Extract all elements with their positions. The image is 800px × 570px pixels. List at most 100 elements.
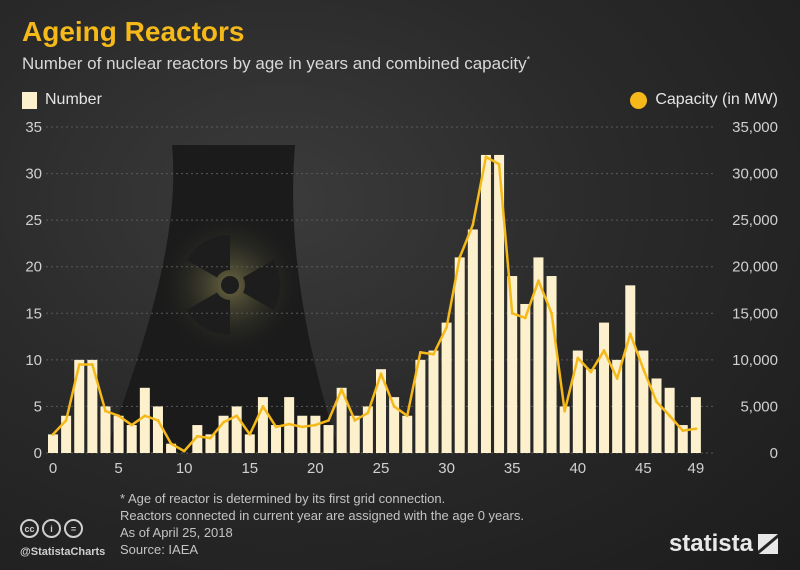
bar (61, 415, 72, 453)
capacity-point (642, 367, 645, 371)
source-text: Source: IAEA (120, 542, 199, 557)
x-tick-label: 49 (688, 460, 705, 477)
y-tick-label-right: 20,000 (732, 259, 778, 276)
radiation-icon (186, 235, 280, 335)
x-tick-label: 10 (176, 460, 193, 477)
subtitle-text: Number of nuclear reactors by age in yea… (22, 54, 527, 73)
bar (389, 397, 400, 453)
x-tick-label: 5 (114, 460, 122, 477)
footnote-line: As of April 25, 2018 (120, 525, 233, 540)
y-tick-label-right: 35,000 (732, 119, 778, 136)
x-tick-label: 25 (373, 460, 390, 477)
y-tick-label-right: 15,000 (732, 305, 778, 322)
capacity-point (366, 411, 370, 415)
capacity-point (287, 422, 291, 426)
x-tick-label: 0 (49, 460, 57, 477)
capacity-point (655, 400, 658, 404)
capacity-point (300, 425, 304, 429)
bar (271, 425, 282, 453)
capacity-point (353, 419, 357, 422)
bar (415, 359, 426, 453)
capacity-point (550, 311, 553, 315)
noderivs-icon: = (64, 519, 83, 538)
line-series (51, 155, 698, 453)
capacity-point (563, 409, 567, 413)
capacity-point (248, 432, 252, 436)
bar (494, 154, 505, 453)
cc-icon: cc (20, 519, 39, 538)
bar (48, 434, 58, 453)
capacity-point (169, 442, 173, 446)
bar (139, 387, 150, 453)
bar (192, 425, 203, 453)
capacity-point (64, 419, 68, 422)
social-handle: @StatistaCharts (20, 546, 106, 558)
chart-title: Ageing Reactors (22, 16, 245, 47)
bar (113, 415, 124, 453)
x-tick-label: 35 (504, 460, 521, 477)
legend-number-swatch (22, 91, 37, 109)
y-tick-label-right: 10,000 (732, 352, 778, 369)
capacity-point (681, 429, 685, 433)
bar (100, 406, 111, 453)
license-icons: cc i = (20, 519, 83, 538)
y-tick-label-left: 30 (25, 166, 42, 183)
bar (323, 425, 334, 453)
bar (297, 415, 308, 453)
bar (638, 350, 649, 453)
footnote-line: * Age of reactor is determined by its fi… (120, 491, 446, 506)
brand-logo: statista (669, 530, 778, 558)
bar (362, 406, 373, 453)
y-tick-label-left: 0 (34, 445, 42, 462)
bar (664, 387, 675, 453)
subtitle-footnote-marker: * (526, 54, 531, 65)
bar (257, 397, 268, 453)
capacity-point (379, 372, 383, 376)
y-tick-label-right: 30,000 (732, 166, 778, 183)
capacity-point (77, 363, 81, 366)
capacity-point (51, 432, 55, 436)
capacity-line (52, 155, 697, 453)
capacity-point (392, 405, 396, 408)
bar (690, 397, 701, 453)
capacity-point (694, 427, 698, 431)
bar (572, 350, 583, 453)
bar (349, 415, 360, 453)
legend-number: Number (22, 91, 102, 109)
x-tick-label: 15 (241, 460, 258, 477)
y-tick-label-right: 5,000 (740, 398, 778, 415)
capacity-point (130, 423, 134, 427)
x-tick-label: 20 (307, 460, 324, 477)
y-tick-label-left: 15 (25, 305, 42, 322)
bar (467, 229, 478, 453)
bar (599, 322, 610, 453)
capacity-point (418, 351, 422, 354)
bar (441, 322, 452, 453)
bar (402, 415, 413, 453)
capacity-point (235, 414, 239, 418)
bar (244, 434, 255, 453)
capacity-point (471, 223, 475, 227)
bar (677, 425, 688, 453)
bar (152, 406, 163, 453)
capacity-point (90, 363, 94, 366)
cooling-tower-illustration (105, 145, 340, 453)
capacity-point (209, 436, 212, 440)
bar (205, 434, 216, 453)
attribution-icon: i (42, 519, 61, 538)
capacity-point (143, 414, 147, 418)
capacity-point (314, 423, 317, 427)
x-tick-label: 40 (569, 460, 586, 477)
y-tick-label-left: 35 (25, 119, 42, 136)
x-axis: 0 5 10 15 20 25 30 35 40 45 49 (49, 460, 704, 477)
bar (559, 406, 570, 453)
capacity-point (497, 162, 501, 166)
capacity-point (182, 449, 186, 453)
y-tick-label-left: 10 (25, 352, 42, 369)
capacity-point (589, 370, 593, 374)
y-tick-label-left: 25 (25, 212, 42, 229)
capacity-point (195, 434, 199, 438)
bar (480, 154, 491, 453)
